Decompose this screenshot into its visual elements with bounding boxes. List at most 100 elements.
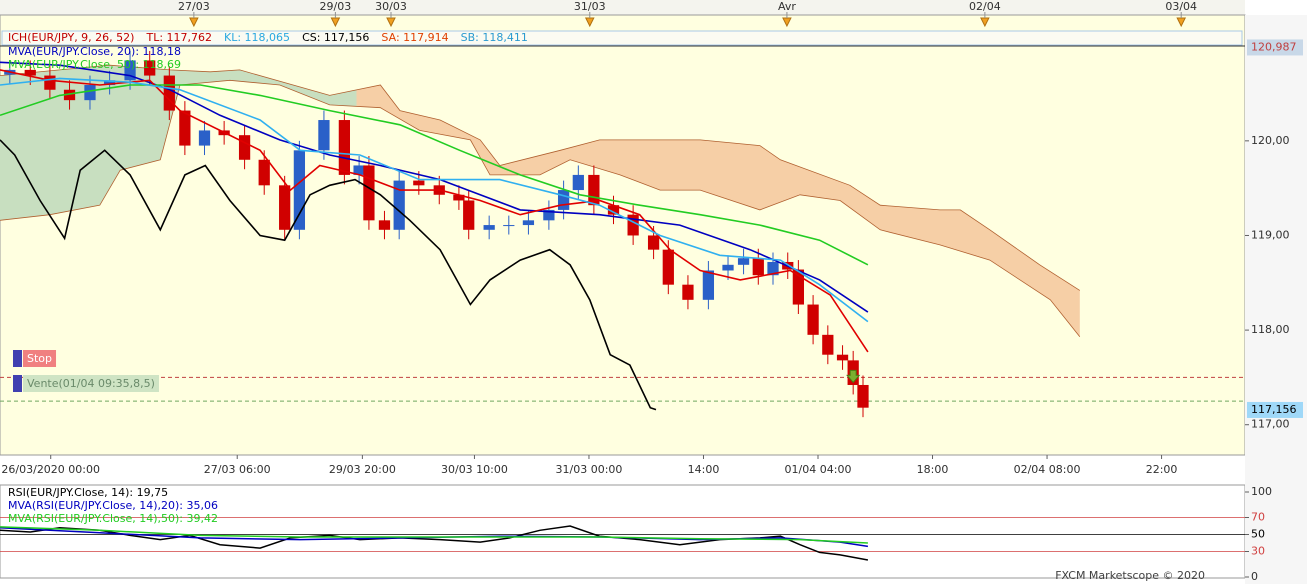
rsi-line xyxy=(0,526,868,544)
y-tick-label: 117,00 xyxy=(1251,418,1290,431)
x-tick-label: 27/03 06:00 xyxy=(204,463,271,476)
candle-body xyxy=(607,205,620,215)
candle-body xyxy=(682,284,694,300)
candle-body xyxy=(363,165,375,221)
candle-body xyxy=(413,180,425,186)
y-tick-label: 0 xyxy=(1251,570,1258,583)
candle-body xyxy=(722,264,734,271)
price-label-box xyxy=(1247,39,1303,56)
legend-entry: MVA(EUR/JPY.Close, 50): 118,69 xyxy=(8,58,181,71)
candle-body xyxy=(103,80,116,86)
date-marker-label: 29/03 xyxy=(320,0,352,13)
candle-body xyxy=(836,354,849,361)
date-marker-label: Avr xyxy=(778,0,796,13)
indicator-line xyxy=(0,139,657,411)
candle-body xyxy=(84,85,96,101)
candle-body xyxy=(522,220,535,226)
order-box xyxy=(23,375,159,392)
order-handle xyxy=(13,350,22,367)
candle-body xyxy=(752,258,764,276)
indicator-label: SA: 117,914 xyxy=(381,31,448,44)
date-marker-label: 31/03 xyxy=(574,0,606,13)
candle-body xyxy=(572,174,584,191)
x-tick-label: 31/03 00:00 xyxy=(556,463,623,476)
y-tick-label: 100 xyxy=(1251,485,1272,498)
y-tick-label: 120,00 xyxy=(1251,134,1290,147)
cloud-edge xyxy=(0,79,1081,337)
candle-body xyxy=(198,130,211,146)
y-tick-label: 50 xyxy=(1251,528,1265,541)
rsi-panel xyxy=(0,484,1246,579)
x-tick-label: 02/04 08:00 xyxy=(1014,463,1081,476)
candle-body xyxy=(627,214,639,236)
candle-body xyxy=(124,60,136,81)
price-label: 120,987 xyxy=(1251,40,1297,53)
x-tick-label: 30/03 10:00 xyxy=(441,463,508,476)
y-tick-label: 30 xyxy=(1251,545,1265,558)
candle-body xyxy=(662,249,674,285)
price-axis xyxy=(1245,15,1307,584)
candle-body xyxy=(588,174,600,206)
candle-body xyxy=(24,69,36,76)
order-box xyxy=(23,350,57,367)
candle-body xyxy=(44,75,56,90)
legend-entry: MVA(RSI(EUR/JPY.Close, 14),20): 35,06 xyxy=(8,499,218,512)
y-tick-label: 118,00 xyxy=(1251,323,1290,336)
candle-body xyxy=(318,120,330,151)
indicator-line xyxy=(0,69,869,353)
date-band xyxy=(0,0,1245,15)
legend-entry: MVA(RSI(EUR/JPY.Close, 14),50): 39,42 xyxy=(8,512,218,525)
legend-entry: MVA(EUR/JPY.Close, 20): 118,18 xyxy=(8,45,181,58)
x-tick-label: 22:00 xyxy=(1146,463,1178,476)
date-marker-label: 02/04 xyxy=(969,0,1001,13)
candle-body xyxy=(647,235,660,250)
candle-body xyxy=(453,194,465,201)
candle-body xyxy=(293,150,306,230)
candle-body xyxy=(857,384,869,408)
candle-body xyxy=(378,220,391,230)
price-label-box xyxy=(1247,401,1303,418)
candle-body xyxy=(258,159,270,186)
indicator-bar xyxy=(1,30,1243,46)
indicator-line xyxy=(0,77,869,323)
order-label: Vente(01/04 09:35,8,5) xyxy=(27,377,155,390)
footer: FXCM Marketscope © 2020 xyxy=(1055,569,1205,582)
x-tick-label: 26/03/2020 00:00 xyxy=(1,463,100,476)
indicator-label: ICH(EUR/JPY, 9, 26, 52) xyxy=(8,31,134,44)
date-marker-label: 03/04 xyxy=(1165,0,1197,13)
candle-body xyxy=(503,225,515,227)
candle-body xyxy=(463,200,475,230)
date-marker-label: 27/03 xyxy=(178,0,210,13)
candle-body xyxy=(483,225,495,230)
candle-body xyxy=(338,120,351,175)
y-tick-label: 119,00 xyxy=(1251,228,1290,241)
order-label: Stop xyxy=(27,352,52,365)
candle-body xyxy=(63,89,76,101)
indicator-label: TL: 117,762 xyxy=(145,31,212,44)
candle-body xyxy=(822,334,834,355)
date-marker-label: 30/03 xyxy=(375,0,407,13)
x-tick-label: 14:00 xyxy=(688,463,720,476)
sell-arrow xyxy=(846,369,861,384)
candle-body xyxy=(807,304,819,335)
candle-body xyxy=(792,269,804,305)
price-label: 117,156 xyxy=(1251,403,1297,416)
candle-body xyxy=(144,60,156,76)
candle-body xyxy=(238,135,251,160)
y-tick-label: 70 xyxy=(1251,511,1265,524)
rsi-line xyxy=(0,525,869,561)
x-tick-label: 18:00 xyxy=(917,463,949,476)
candle-body xyxy=(557,190,570,210)
x-tick-label: 29/03 20:00 xyxy=(329,463,396,476)
main-plot xyxy=(0,50,1245,418)
candle-body xyxy=(702,270,715,300)
x-tick-label: 01/04 04:00 xyxy=(785,463,852,476)
order-handle xyxy=(13,375,22,392)
cloud xyxy=(0,65,1080,337)
candle-body xyxy=(543,209,555,221)
candle-body xyxy=(353,165,365,175)
indicator-label: KL: 118,065 xyxy=(224,31,290,44)
